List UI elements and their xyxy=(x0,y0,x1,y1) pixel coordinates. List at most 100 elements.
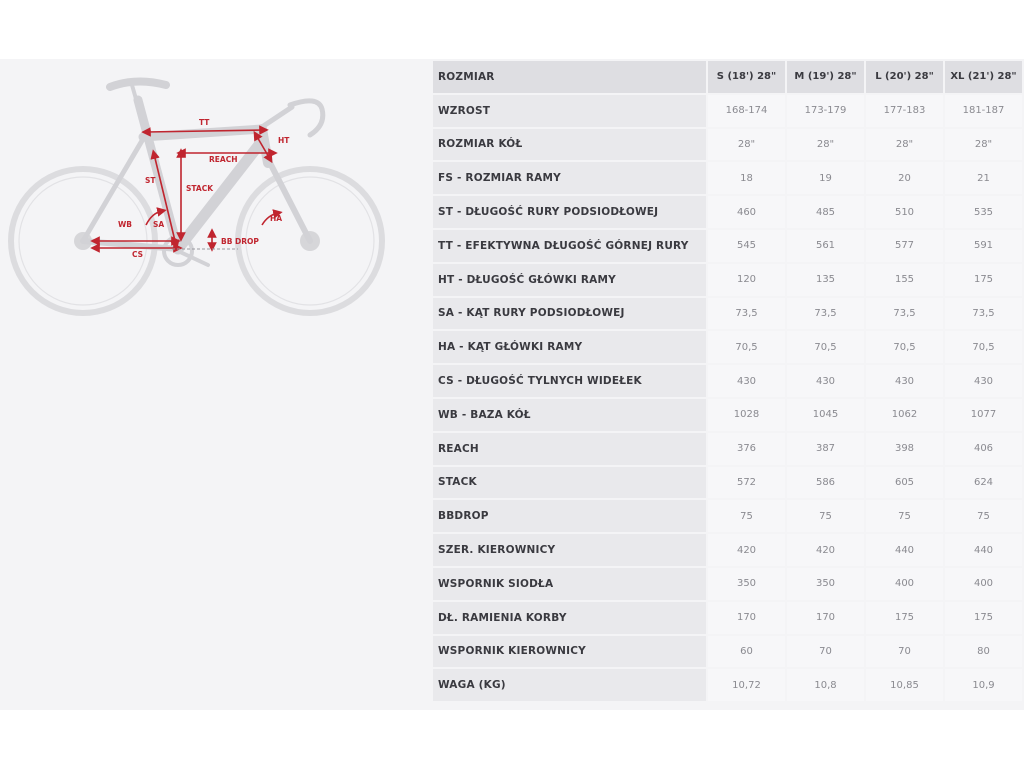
row-value: 350 xyxy=(708,567,785,600)
header-size-xl: XL (21') 28" xyxy=(945,61,1022,93)
table-row: HA - KĄT GŁÓWKI RAMY 70,5 70,5 70,5 70,5 xyxy=(433,331,1022,364)
row-value: 10,85 xyxy=(866,669,943,702)
table-row: WZROST 168-174 173-179 177-183 181-187 xyxy=(433,94,1022,127)
row-value: 28" xyxy=(708,128,785,161)
row-value: 572 xyxy=(708,466,785,499)
table-row: BBDROP 75 75 75 75 xyxy=(433,500,1022,533)
table-row: TT - EFEKTYWNA DŁUGOŚĆ GÓRNEJ RURY 545 561… xyxy=(433,229,1022,262)
row-value: 80 xyxy=(945,635,1022,668)
row-value: 73,5 xyxy=(708,297,785,330)
table-row: DŁ. RAMIENIA KORBY 170 170 175 175 xyxy=(433,601,1022,634)
row-value: 430 xyxy=(708,365,785,397)
table-row: FS - ROZMIAR RAMY 18 19 20 21 xyxy=(433,162,1022,195)
row-value: 175 xyxy=(945,263,1022,296)
row-label: ROZMIAR KÓŁ xyxy=(433,128,706,161)
row-value: 75 xyxy=(866,500,943,533)
geometry-table: ROZMIAR S (18') 28" M (19') 28" L (20') … xyxy=(431,59,1024,703)
row-value: 75 xyxy=(708,500,785,533)
row-value: 398 xyxy=(866,432,943,465)
row-value: 175 xyxy=(945,601,1022,634)
label-tt: TT xyxy=(199,118,210,127)
row-value: 460 xyxy=(708,196,785,228)
row-value: 1062 xyxy=(866,398,943,431)
row-value: 10,72 xyxy=(708,669,785,702)
row-value: 75 xyxy=(787,500,864,533)
row-label: HT - DŁUGOŚĆ GŁÓWKI RAMY xyxy=(433,263,706,296)
row-value: 387 xyxy=(787,432,864,465)
row-label: HA - KĄT GŁÓWKI RAMY xyxy=(433,331,706,364)
label-stack: STACK xyxy=(186,184,214,193)
row-value: 577 xyxy=(866,229,943,262)
row-value: 170 xyxy=(708,601,785,634)
label-reach: REACH xyxy=(209,155,237,164)
row-value: 400 xyxy=(866,567,943,600)
table-row: STACK 572 586 605 624 xyxy=(433,466,1022,499)
row-value: 73,5 xyxy=(945,297,1022,330)
row-label: DŁ. RAMIENIA KORBY xyxy=(433,601,706,634)
row-label: SZER. KIEROWNICY xyxy=(433,534,706,566)
label-wb: WB xyxy=(118,220,132,229)
row-value: 177-183 xyxy=(866,94,943,127)
row-value: 75 xyxy=(945,500,1022,533)
row-value: 420 xyxy=(787,534,864,566)
row-label: ST - DŁUGOŚĆ RURY PODSIODŁOWEJ xyxy=(433,196,706,228)
header-size-l: L (20') 28" xyxy=(866,61,943,93)
row-value: 350 xyxy=(787,567,864,600)
row-value: 28" xyxy=(945,128,1022,161)
row-value: 10,9 xyxy=(945,669,1022,702)
table-row: CS - DŁUGOŚĆ TYLNYCH WIDEŁEK 430 430 430 430 xyxy=(433,365,1022,397)
table-row: WB - BAZA KÓŁ 1028 1045 1062 1077 xyxy=(433,398,1022,431)
row-value: 70,5 xyxy=(787,331,864,364)
row-value: 120 xyxy=(708,263,785,296)
row-label: WAGA (KG) xyxy=(433,669,706,702)
label-cs: CS xyxy=(132,250,143,259)
row-value: 28" xyxy=(787,128,864,161)
table-header-row: ROZMIAR S (18') 28" M (19') 28" L (20') … xyxy=(433,61,1022,93)
row-value: 430 xyxy=(866,365,943,397)
row-value: 18 xyxy=(708,162,785,195)
label-ha: HA xyxy=(270,214,282,223)
label-ht: HT xyxy=(278,136,290,145)
row-value: 73,5 xyxy=(787,297,864,330)
table-row: HT - DŁUGOŚĆ GŁÓWKI RAMY 120 135 155 175 xyxy=(433,263,1022,296)
row-label: FS - ROZMIAR RAMY xyxy=(433,162,706,195)
row-value: 21 xyxy=(945,162,1022,195)
row-value: 420 xyxy=(708,534,785,566)
bike-diagram-svg: TT HT REACH ST STACK SA WB HA BB DROP CS xyxy=(8,77,385,316)
table-row: WSPORNIK KIEROWNICY 60 70 70 80 xyxy=(433,635,1022,668)
row-value: 173-179 xyxy=(787,94,864,127)
header-size-m: M (19') 28" xyxy=(787,61,864,93)
row-value: 1028 xyxy=(708,398,785,431)
row-value: 430 xyxy=(787,365,864,397)
row-value: 440 xyxy=(945,534,1022,566)
row-value: 605 xyxy=(866,466,943,499)
row-value: 485 xyxy=(787,196,864,228)
row-value: 70,5 xyxy=(708,331,785,364)
row-value: 440 xyxy=(866,534,943,566)
dimension-lines xyxy=(90,125,283,253)
bike-geometry-diagram: TT HT REACH ST STACK SA WB HA BB DROP CS xyxy=(0,59,430,319)
row-value: 70,5 xyxy=(866,331,943,364)
label-bb-drop: BB DROP xyxy=(221,237,259,246)
row-value: 591 xyxy=(945,229,1022,262)
row-value: 175 xyxy=(866,601,943,634)
row-value: 170 xyxy=(787,601,864,634)
row-value: 181-187 xyxy=(945,94,1022,127)
row-value: 406 xyxy=(945,432,1022,465)
header-size-s: S (18') 28" xyxy=(708,61,785,93)
row-label: CS - DŁUGOŚĆ TYLNYCH WIDEŁEK xyxy=(433,365,706,397)
row-label: WZROST xyxy=(433,94,706,127)
row-label: BBDROP xyxy=(433,500,706,533)
row-value: 1045 xyxy=(787,398,864,431)
row-value: 20 xyxy=(866,162,943,195)
table-row: ROZMIAR KÓŁ 28" 28" 28" 28" xyxy=(433,128,1022,161)
row-value: 168-174 xyxy=(708,94,785,127)
row-value: 19 xyxy=(787,162,864,195)
label-sa: SA xyxy=(153,220,164,229)
row-value: 376 xyxy=(708,432,785,465)
row-value: 60 xyxy=(708,635,785,668)
row-value: 73,5 xyxy=(866,297,943,330)
row-value: 70,5 xyxy=(945,331,1022,364)
row-value: 586 xyxy=(787,466,864,499)
table-row: WAGA (KG) 10,72 10,8 10,85 10,9 xyxy=(433,669,1022,702)
